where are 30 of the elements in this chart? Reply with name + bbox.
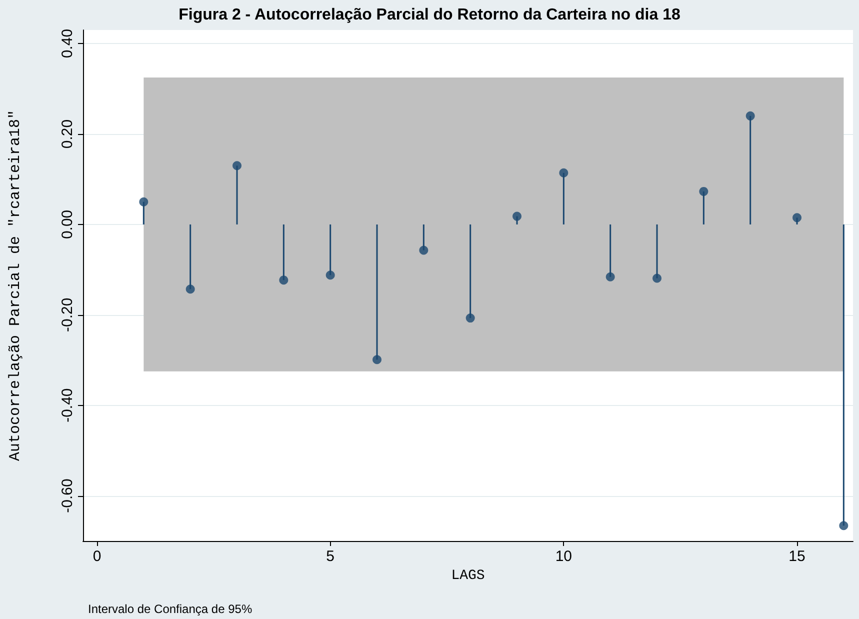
point (792, 213, 802, 222)
point (186, 284, 195, 294)
y-tick-label: -0.40 (59, 388, 76, 422)
y-tick-label: -0.60 (59, 478, 76, 513)
y-tick-label: 0.00 (59, 210, 76, 240)
point (419, 246, 428, 255)
chart-title: Figura 2 - Autocorrelação Parcial do Retorno da Carteira no dia 18 (178, 6, 680, 24)
point (139, 197, 148, 206)
x-tick-label: 0 (92, 548, 102, 565)
x-tick-label: 5 (326, 548, 335, 565)
x-tick-label: 10 (555, 548, 572, 565)
point (279, 276, 288, 285)
x-axis-title: LAGS (451, 568, 485, 584)
point (232, 161, 242, 170)
y-tick-label: 0.40 (59, 28, 76, 58)
y-tick-label: 0.20 (59, 119, 76, 149)
point (746, 111, 755, 120)
y-tick-label: -0.20 (59, 298, 76, 332)
point (839, 521, 848, 530)
point (606, 272, 615, 282)
point (372, 355, 382, 364)
point (699, 186, 708, 196)
point (466, 314, 475, 323)
x-tick-label: 15 (788, 548, 806, 565)
point (326, 270, 335, 280)
text: Intervalo de Confiança de 95% (88, 602, 252, 616)
point (652, 274, 662, 283)
y-axis-title: Autocorrelação Parcial de "rcarteira18" (7, 110, 24, 462)
point (512, 212, 522, 221)
point (559, 168, 568, 178)
